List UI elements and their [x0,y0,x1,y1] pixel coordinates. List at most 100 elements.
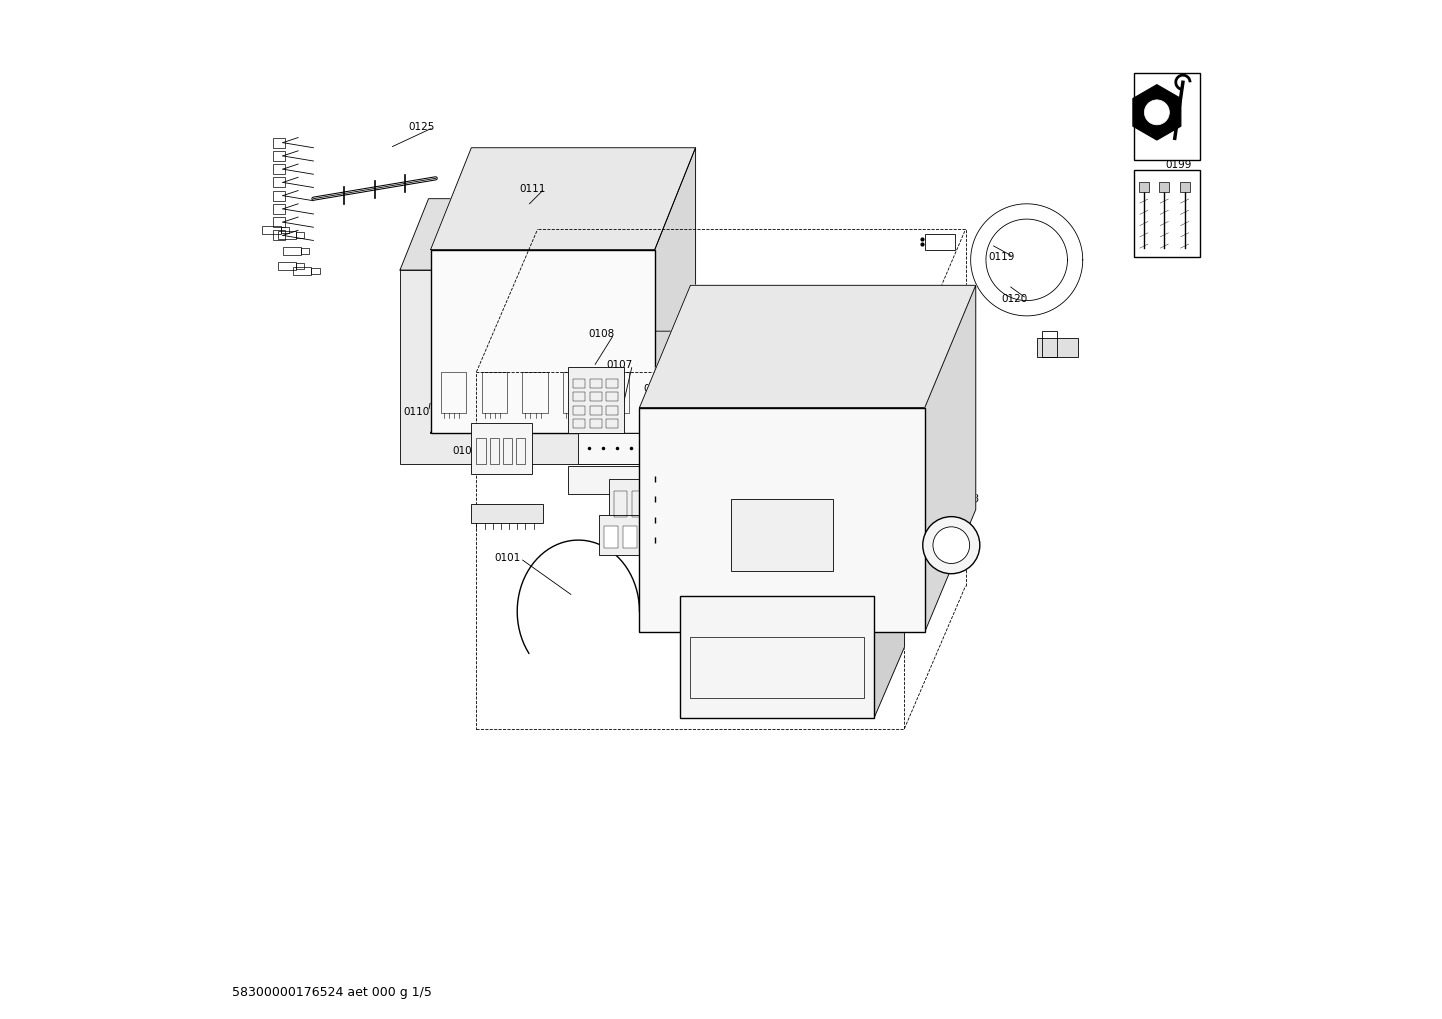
Polygon shape [399,199,668,270]
Polygon shape [431,148,695,250]
Bar [606,419,619,428]
Bar [623,526,637,548]
Text: 0112: 0112 [474,506,500,517]
Bar [568,367,624,433]
Bar [278,262,296,270]
Bar [590,419,601,428]
Polygon shape [874,525,904,718]
Bar [731,499,833,571]
Bar [606,379,619,388]
Bar [399,270,639,464]
Text: 0104: 0104 [799,620,826,630]
Bar [574,379,585,388]
Bar [643,526,656,548]
Bar [574,392,585,401]
Bar [441,372,466,413]
Text: 0106: 0106 [643,384,669,394]
Bar [606,406,619,415]
Text: 0199: 0199 [1165,160,1191,170]
Bar [1139,181,1149,192]
Bar [476,438,486,464]
Text: 0110: 0110 [404,407,430,417]
Bar [516,438,525,464]
Bar [578,433,650,464]
Text: 0118: 0118 [652,477,678,487]
Polygon shape [639,285,976,408]
Bar [296,232,304,238]
Bar [1159,181,1169,192]
Bar [273,138,286,148]
Bar [590,392,601,401]
Text: 0119: 0119 [988,252,1014,262]
Bar [633,491,646,517]
Bar [574,406,585,415]
Bar [614,491,627,517]
Bar [568,466,660,494]
Circle shape [1145,100,1169,124]
Bar [604,526,619,548]
Bar [609,479,731,525]
Bar [273,164,286,174]
Bar [273,204,286,214]
Bar [273,177,286,187]
Circle shape [933,527,969,564]
Bar [924,234,956,250]
Bar [472,504,542,523]
Bar [262,226,281,234]
Bar [296,263,304,269]
Text: 0103: 0103 [953,494,979,504]
Polygon shape [431,331,695,433]
Text: 0109: 0109 [451,446,479,457]
Bar [639,408,924,632]
Polygon shape [1133,85,1181,140]
Bar [278,231,296,239]
Bar [503,438,512,464]
Bar [688,491,701,517]
Text: 0111: 0111 [519,183,545,194]
Polygon shape [655,148,695,433]
Bar [1133,170,1200,257]
Bar [562,372,588,413]
Bar [681,526,695,548]
Bar [490,438,499,464]
Text: 0105: 0105 [650,412,676,422]
Bar [273,151,286,161]
Bar [431,250,655,433]
Bar [662,526,676,548]
Bar [720,526,734,548]
Bar [606,392,619,401]
Bar [650,491,663,517]
Text: 58300000176524 aet 000 g 1/5: 58300000176524 aet 000 g 1/5 [232,985,431,999]
Bar [293,267,311,275]
Text: 0102: 0102 [914,435,940,445]
Text: 0125: 0125 [408,122,434,132]
Bar [598,515,751,555]
Polygon shape [924,285,976,632]
Bar [273,217,286,227]
Polygon shape [681,525,904,596]
Text: 0198: 0198 [1165,246,1191,256]
Bar [476,372,904,729]
Bar [301,248,310,254]
Bar [482,372,508,413]
Bar [604,372,629,413]
Text: 0120: 0120 [1001,293,1028,304]
Bar [574,419,585,428]
Bar [522,372,548,413]
Bar [311,268,320,274]
Bar [1043,331,1057,357]
Bar [281,227,288,233]
Bar [1133,73,1200,160]
Bar [283,247,301,255]
Bar [1037,338,1077,357]
Bar [273,191,286,201]
Text: 0107: 0107 [607,360,633,370]
Bar [681,596,874,718]
Bar [705,491,720,517]
Circle shape [923,517,979,574]
Bar [590,406,601,415]
Bar [472,423,532,474]
Bar [669,491,682,517]
Text: 0101: 0101 [495,553,521,564]
Polygon shape [639,199,668,464]
